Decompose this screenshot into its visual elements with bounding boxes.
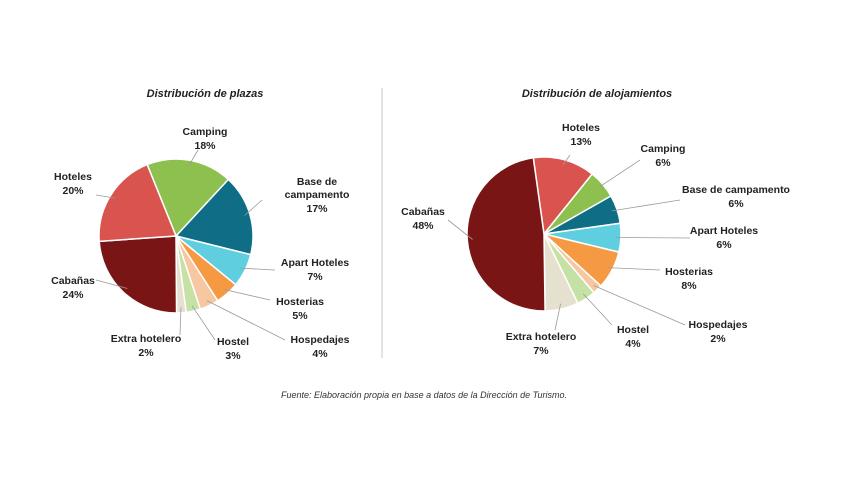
plazas-label-hosterias: Hosterias 5% [276,296,324,322]
plazas-slice-cabanas [98,235,178,314]
alojamientos-label-base-de-campamento: Base de campamento 6% [682,184,790,210]
source-note: Fuente: Elaboración propia en base a dat… [281,390,567,400]
alojamientos-label-apart-hoteles: Apart Hoteles 6% [690,225,758,251]
plazas-leader-hosterias [223,289,271,301]
plazas-label-extra-hotelero: Extra hotelero 2% [111,333,182,359]
alojamientos-label-hospedajes: Hospedajes 2% [689,319,748,345]
plazas-leader-base-de-campamento [244,199,263,216]
plazas-slice-camping [146,158,230,238]
plazas-leader-apart-hoteles [239,267,276,271]
alojamientos-leader-hosterias [607,267,661,271]
plazas-label-hospedajes: Hospedajes 4% [291,334,350,360]
plazas-label-cabanas: Cabañas 24% [51,275,95,301]
alojamientos-label-camping: Camping 6% [641,143,686,169]
alojamientos-leader-cabanas [447,219,473,240]
plazas-chart-title: Distribución de plazas [147,88,264,100]
alojamientos-value-hoteles: 13% [570,136,592,148]
plazas-label-hostel: Hostel 3% [217,336,249,362]
plazas-leader-extra-hotelero [179,307,182,336]
plazas-label-apart-hoteles: Apart Hoteles 7% [281,257,349,283]
alojamientos-leader-base-de-campamento [611,199,681,212]
plazas-value-apart-hoteles: 7% [307,271,323,283]
alojamientos-pie-chart: Hoteles 13% Camping 6% Base de campamento 6% A… [401,122,790,357]
plazas-leader-hostel [191,305,216,341]
plazas-value-base-de-campamento: 17% [306,203,328,215]
plazas-value-hosterias: 5% [292,310,308,322]
plazas-value-camping: 18% [194,140,216,152]
alojamientos-value-apart-hoteles: 6% [716,239,732,251]
alojamientos-slice-hoteles [532,156,594,236]
plazas-value-extra-hotelero: 2% [138,347,154,359]
alojamientos-label-hostel: Hostel 4% [617,324,649,350]
plazas-leader-hospedajes [206,300,286,341]
alojamientos-value-extra-hotelero: 7% [533,345,549,357]
alojamientos-value-base-de-campamento: 6% [728,198,744,210]
alojamientos-value-hostel: 4% [625,338,641,350]
plazas-pie-chart: Camping 18% Base de campamento 17% Apart Hote… [51,126,350,362]
alojamientos-label-hoteles: Hoteles 13% [562,122,600,148]
alojamientos-label-hosterias: Hosterias 8% [665,266,713,292]
alojamientos-leader-hospedajes [593,285,686,326]
plazas-leader-camping [188,149,199,166]
plazas-value-hospedajes: 4% [312,348,328,360]
alojamientos-leader-extra-hotelero [554,303,561,331]
alojamientos-chart-title: Distribución de alojamientos [522,88,672,100]
alojamientos-leader-hoteles [562,154,571,166]
plazas-label-base-de-campamento: Base de campamento 17% [285,176,350,215]
alojamientos-slice-cabanas [466,156,546,312]
plazas-value-hoteles: 20% [62,185,84,197]
alojamientos-value-cabanas: 48% [412,220,434,232]
plazas-label-camping: Camping 18% [183,126,228,152]
alojamientos-leader-camping [598,159,641,188]
alojamientos-value-camping: 6% [655,157,671,169]
alojamientos-value-hosterias: 8% [681,280,697,292]
alojamientos-value-hospedajes: 2% [710,333,726,345]
alojamientos-leader-apart-hoteles [615,237,691,239]
plazas-slice-hoteles [98,163,178,243]
plazas-value-hostel: 3% [225,350,241,362]
alojamientos-label-extra-hotelero: Extra hotelero 7% [506,331,577,357]
alojamientos-label-cabanas: Cabañas 48% [401,206,445,232]
plazas-value-cabanas: 24% [62,289,84,301]
plazas-label-hoteles: Hoteles 20% [54,171,92,197]
plazas-leader-hoteles [95,194,116,199]
plazas-slice-base-de-campamento [174,178,254,256]
alojamientos-leader-hostel [582,293,613,326]
plazas-leader-cabanas [95,279,128,289]
